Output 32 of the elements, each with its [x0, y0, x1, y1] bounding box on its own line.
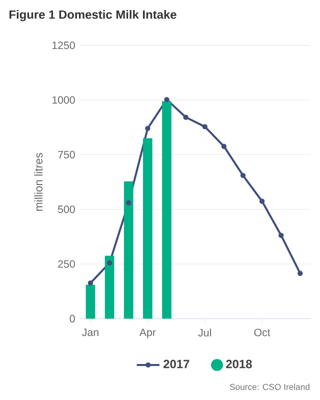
y-tick-label: 0: [70, 314, 75, 322]
bar: [86, 284, 96, 319]
point: [259, 198, 265, 204]
point: [240, 172, 246, 178]
legend-label: 2018: [226, 360, 252, 368]
y-tick-label: 250: [58, 260, 75, 268]
point: [202, 124, 208, 130]
source-note: Source: CSO Ireland: [230, 384, 310, 390]
point: [298, 270, 303, 276]
point: [164, 96, 170, 102]
point: [106, 260, 112, 266]
y-tick-label: 1000: [52, 96, 75, 104]
bar: [124, 181, 134, 319]
bar: [104, 256, 114, 319]
bar: [162, 101, 172, 319]
chart-title: Figure 1 Domestic Milk Intake: [9, 10, 176, 22]
point: [145, 126, 150, 132]
y-tick-label: 500: [58, 206, 75, 214]
x-tick-label: Jul: [198, 328, 211, 336]
point: [221, 144, 227, 149]
x-tick-label: Apr: [139, 328, 156, 338]
point: [278, 232, 284, 238]
x-tick-label: Oct: [254, 328, 270, 336]
x-tick-label: Jan: [82, 328, 98, 336]
bar: [143, 138, 152, 319]
y-tick-label: 750: [58, 150, 75, 158]
y-tick-label: 1250: [52, 42, 75, 50]
point: [126, 200, 132, 206]
y-axis-title: million litres: [34, 152, 43, 211]
point: [183, 114, 188, 120]
legend-label: 2017: [164, 360, 190, 368]
point: [88, 280, 94, 286]
